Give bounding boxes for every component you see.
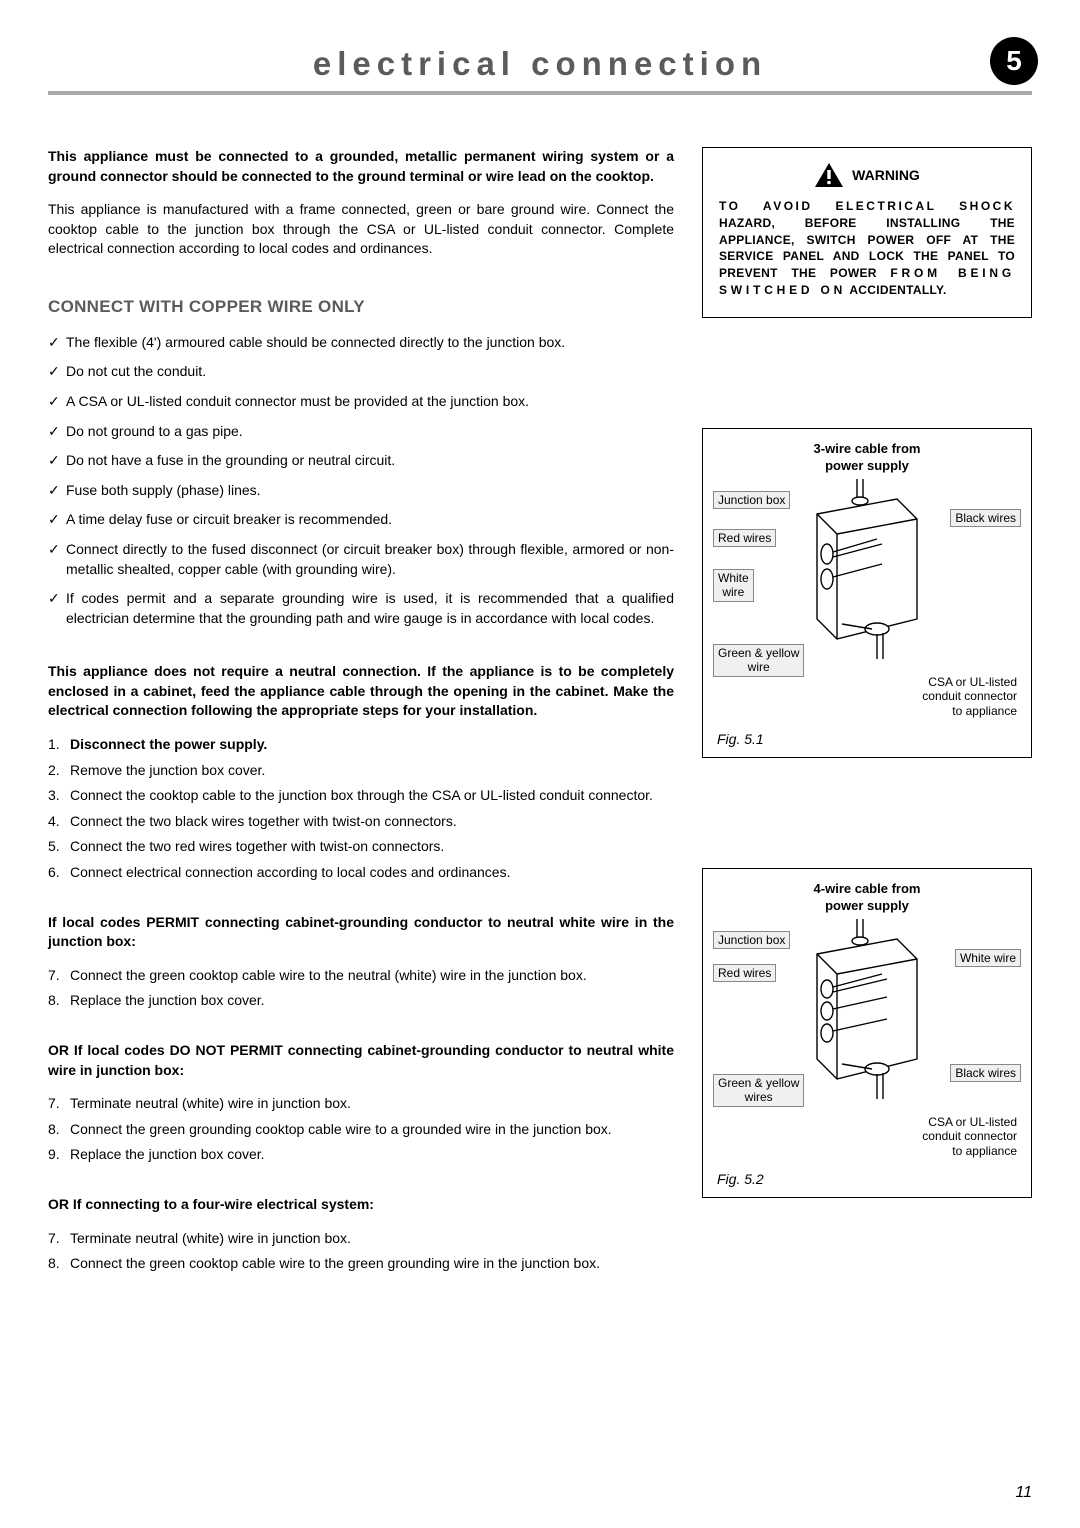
step-item: 8.Connect the green cooktop cable wire t…: [48, 1254, 674, 1274]
warning-label: WARNING: [852, 167, 920, 183]
notpermit-heading: OR If local codes DO NOT PERMIT connecti…: [48, 1041, 674, 1080]
fig1-lbl-black: Black wires: [950, 509, 1021, 527]
fig2-lbl-black: Black wires: [950, 1064, 1021, 1082]
warning-box: WARNING TO AVOID ELECTRICAL SHOCK HAZARD…: [702, 147, 1032, 318]
intro-bold: This appliance must be connected to a gr…: [48, 147, 674, 186]
fig1-title: 3-wire cable from power supply: [715, 441, 1019, 475]
figure-5-1: 3-wire cable from power supply: [702, 428, 1032, 758]
fig1-lbl-junction: Junction box: [713, 491, 790, 509]
step-item: 3.Connect the cooktop cable to the junct…: [48, 786, 674, 806]
fig1-lbl-conduit: CSA or UL-listed conduit connector to ap…: [918, 674, 1021, 719]
fig2-lbl-junction: Junction box: [713, 931, 790, 949]
section-badge: 5: [990, 37, 1038, 85]
step-item: 2.Remove the junction box cover.: [48, 761, 674, 781]
header-rule: [48, 91, 1032, 95]
permit-heading: If local codes PERMIT connecting cabinet…: [48, 913, 674, 952]
step-item: 9.Replace the junction box cover.: [48, 1145, 674, 1165]
step-item: 8.Connect the green grounding cooktop ca…: [48, 1120, 674, 1140]
fig2-title: 4-wire cable from power supply: [715, 881, 1019, 915]
step-item: 7.Terminate neutral (white) wire in junc…: [48, 1094, 674, 1114]
fig1-lbl-gy: Green & yellow wire: [713, 644, 804, 677]
fig2-lbl-white: White wire: [955, 949, 1021, 967]
fig2-lbl-red: Red wires: [713, 964, 776, 982]
step-item: 1.Disconnect the power supply.: [48, 735, 674, 755]
page-header: electrical connection 5: [48, 45, 1032, 83]
check-item: The flexible (4') armoured cable should …: [48, 333, 674, 353]
steps-main: 1.Disconnect the power supply. 2.Remove …: [48, 735, 674, 883]
steps-notpermit: 7.Terminate neutral (white) wire in junc…: [48, 1094, 674, 1165]
check-item: Fuse both supply (phase) lines.: [48, 481, 674, 501]
junction-box-diagram: [787, 479, 947, 659]
step-item: 5.Connect the two red wires together wit…: [48, 837, 674, 857]
content: This appliance must be connected to a gr…: [48, 147, 1032, 1280]
figure-5-2: 4-wire cable from power supply: [702, 868, 1032, 1198]
fig2-lbl-gy: Green & yellow wires: [713, 1074, 804, 1107]
check-item: Do not ground to a gas pipe.: [48, 422, 674, 442]
check-list: The flexible (4') armoured cable should …: [48, 333, 674, 629]
intro-para: This appliance is manufactured with a fr…: [48, 200, 674, 259]
step-item: 6.Connect electrical connection accordin…: [48, 863, 674, 883]
step-item: 4.Connect the two black wires together w…: [48, 812, 674, 832]
page-number: 11: [1015, 1484, 1032, 1502]
fig2-caption: Fig. 5.2: [717, 1171, 764, 1187]
fourwire-heading: OR If connecting to a four-wire electric…: [48, 1195, 674, 1215]
side-column: WARNING TO AVOID ELECTRICAL SHOCK HAZARD…: [702, 147, 1032, 1280]
steps-permit: 7.Connect the green cooktop cable wire t…: [48, 966, 674, 1011]
check-item: A time delay fuse or circuit breaker is …: [48, 510, 674, 530]
check-item: Connect directly to the fused disconnect…: [48, 540, 674, 579]
check-item: A CSA or UL-listed conduit connector mus…: [48, 392, 674, 412]
fig2-lbl-conduit: CSA or UL-listed conduit connector to ap…: [918, 1114, 1021, 1159]
main-column: This appliance must be connected to a gr…: [48, 147, 674, 1280]
fig1-lbl-red: Red wires: [713, 529, 776, 547]
junction-box-diagram: [787, 919, 947, 1099]
fig1-caption: Fig. 5.1: [717, 731, 764, 747]
check-item: If codes permit and a separate grounding…: [48, 589, 674, 628]
step-item: 7.Connect the green cooktop cable wire t…: [48, 966, 674, 986]
neutral-note: This appliance does not require a neutra…: [48, 662, 674, 721]
steps-fourwire: 7.Terminate neutral (white) wire in junc…: [48, 1229, 674, 1274]
section-heading: CONNECT WITH COPPER WIRE ONLY: [48, 295, 674, 319]
warning-icon: [814, 162, 844, 188]
warning-head: WARNING: [719, 162, 1015, 188]
step-item: 7.Terminate neutral (white) wire in junc…: [48, 1229, 674, 1249]
warning-text: TO AVOID ELECTRICAL SHOCK HAZARD, BEFORE…: [719, 198, 1015, 299]
page-title: electrical connection: [313, 45, 767, 83]
fig1-lbl-white: White wire: [713, 569, 754, 602]
step-item: 8.Replace the junction box cover.: [48, 991, 674, 1011]
check-item: Do not have a fuse in the grounding or n…: [48, 451, 674, 471]
check-item: Do not cut the conduit.: [48, 362, 674, 382]
